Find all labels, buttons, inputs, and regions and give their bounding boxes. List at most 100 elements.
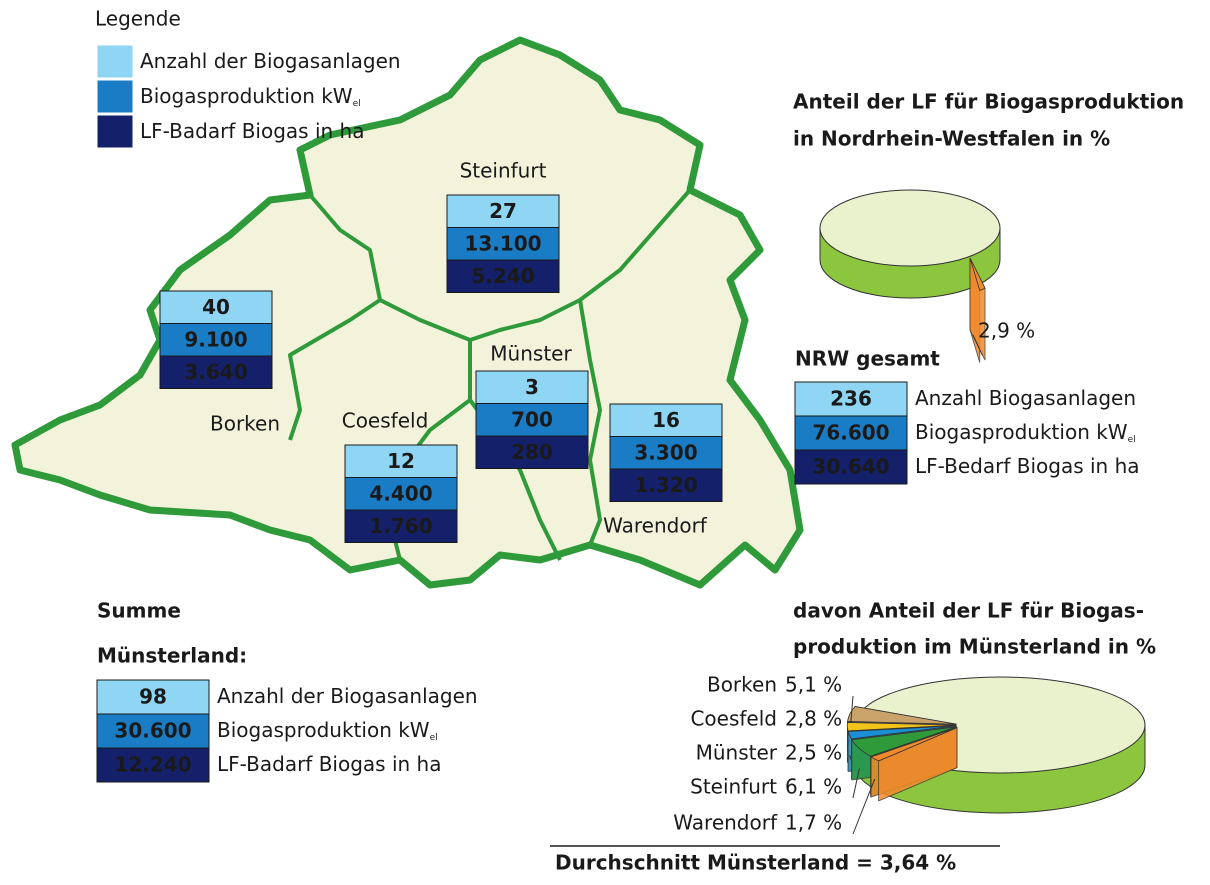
label-text: Anzahl der Biogasanlagen [217,684,478,708]
slice-name: Coesfeld [690,707,777,731]
slice-name: Münster [696,741,778,765]
slice-name: Steinfurt [690,775,777,799]
leader [852,768,860,799]
slice-top [846,722,957,732]
value-box: 16 3.300 1.320 [609,403,723,502]
box-cell [794,381,908,417]
label: Anzahl der Biogasanlagen [140,49,401,73]
label-text: Anzahl der Biogasanlagen [140,49,401,73]
box-value: 30.600 [114,719,191,743]
box-value: 1.320 [634,473,697,497]
label-text: Biogasproduktion kW [140,84,353,108]
box-cell [475,370,589,404]
box-value: 4.400 [369,481,432,505]
pie-slice [870,727,958,802]
label-text: Biogasproduktion kW [217,718,430,742]
label-text: Anzahl Biogasanlagen [915,386,1136,410]
box-value: 700 [511,407,553,431]
box-value: 9.100 [184,327,247,351]
slice-label: 6,1 % [785,775,842,799]
box-value: 76.600 [812,421,889,445]
box-value: 3.640 [184,360,247,384]
box-value: 13.100 [464,231,541,255]
leader [972,334,983,356]
legend-swatch [96,44,134,79]
label: LF-Badarf Biogas in ha [217,752,441,776]
title-line: Summe [97,599,181,623]
pie-label: 2,9 % [978,319,1035,343]
label-text: Biogasproduktion kW [915,420,1128,444]
slice-label: 2,5 % [785,741,842,765]
legend-title: Legende [95,7,181,31]
box-cell [794,449,908,485]
district-name: Steinfurt [460,159,547,183]
value-box: 98 30.600 12.240 [96,679,210,783]
label: Biogasproduktion kWel [217,718,438,743]
box-value: 280 [511,440,553,464]
label: Anzahl der Biogasanlagen [217,684,478,708]
box-value: 12.240 [114,753,191,777]
box-cell [96,747,210,783]
label-sub: el [430,733,438,743]
box-cell [159,355,273,389]
box-cell [159,323,273,357]
pie-slice [969,257,986,363]
district-name: Warendorf [603,514,708,538]
slice-label: 5,1 % [785,673,842,697]
box-cell [609,403,723,437]
box-value: 12 [387,449,415,473]
nrw-pie-title: Anteil der LF für Biogasproduktion in No… [793,90,1184,151]
box-value: 40 [202,295,230,319]
legend-swatch [96,79,134,114]
slice-name: Borken [707,673,777,697]
value-box: 12 4.400 1.760 [344,444,458,543]
title-line: produktion im Münsterland in % [793,635,1156,659]
slice-label: 1,7 % [785,811,842,835]
slice-top [870,727,958,762]
ml-pie-title: davon Anteil der LF für Biogas- produkti… [793,599,1156,659]
pie-top [819,189,1001,267]
value-box: 40 9.100 3.640 [159,290,273,389]
sum-title: Summe Münsterland: [97,599,247,668]
label-sub: el [1128,435,1136,445]
label: LF-Bedarf Biogas in ha [915,454,1140,478]
label-text: LF-Badarf Biogas in ha [217,752,441,776]
leader [852,778,876,835]
value-box: 236 76.600 30.640 [794,381,908,485]
value-box: 3 700 280 [475,370,589,469]
slice-label: 2,8 % [785,707,842,731]
district-name: Borken [210,412,280,436]
title-line: Anteil der LF für Biogasproduktion [793,90,1184,114]
district-name: Münster [490,342,572,366]
legend-swatch [96,114,134,149]
box-value: 3.300 [634,440,697,464]
box-cell [344,477,458,511]
legend: Anzahl der Biogasanlagen Biogasproduktion… [96,44,401,149]
box-value: 16 [652,408,680,432]
box-cell [446,194,560,228]
slice-top [969,257,986,292]
label-text: LF-Bedarf Biogas in ha [915,454,1140,478]
label-text: LF-Badarf Biogas in ha [140,119,364,143]
label: Anzahl Biogasanlagen [915,386,1136,410]
label: Biogasproduktion kWel [140,84,361,109]
slice-top [847,706,957,725]
box-cell [475,435,589,469]
box-value: 236 [830,387,872,411]
box-value: 30.640 [812,455,889,479]
box-cell [794,415,908,451]
title-line: davon Anteil der LF für Biogas- [793,599,1144,623]
box-value: 98 [139,685,167,709]
label: Biogasproduktion kWel [915,420,1136,445]
box-value: 1.760 [369,514,432,538]
district-name: Coesfeld [342,409,429,433]
box-value: 3 [525,375,539,399]
map [11,36,804,589]
label: LF-Badarf Biogas in ha [140,119,364,143]
box-value: 5.240 [471,264,534,288]
box-value: 27 [489,199,517,223]
slice-name: Warendorf [673,811,778,835]
box-cell [609,436,723,470]
box-cell [609,468,723,502]
